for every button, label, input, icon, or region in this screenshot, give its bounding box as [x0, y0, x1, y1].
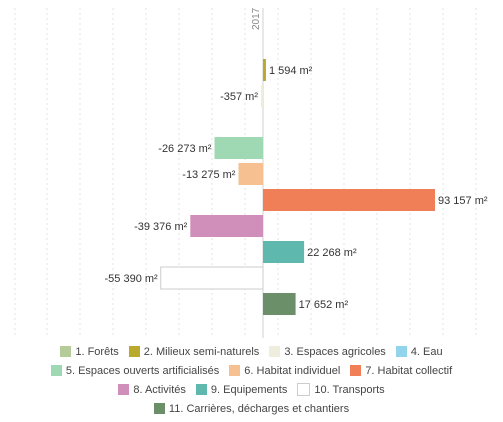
legend-swatch: [297, 383, 311, 396]
data-label-3: -357 m²: [220, 91, 258, 103]
data-label-9: 22 268 m²: [307, 247, 357, 259]
legend-row: 11. Carrières, décharges et chantiers: [0, 399, 503, 418]
bar-8[interactable]: [190, 215, 263, 237]
data-label-7: 93 157 m²: [438, 195, 488, 207]
legend-label: 7. Habitat collectif: [365, 364, 453, 377]
legend-label: 1. Forêts: [75, 345, 119, 358]
legend-item-11[interactable]: 11. Carrières, décharges et chantiers: [153, 402, 350, 415]
legend-swatch: [118, 384, 130, 395]
legend-item-4[interactable]: 4. Eau: [395, 345, 443, 358]
bar-11[interactable]: [263, 293, 296, 315]
legend-label: 6. Habitat individuel: [244, 364, 341, 377]
legend-swatch: [128, 346, 140, 357]
chart-legend: 1. Forêts 2. Milieux semi-naturels 3. Espa…: [0, 342, 503, 418]
legend-label: 10. Transports: [314, 383, 385, 396]
legend-row: 1. Forêts 2. Milieux semi-naturels 3. Espa…: [0, 342, 503, 361]
bar-3[interactable]: [261, 85, 263, 107]
legend-item-1[interactable]: 1. Forêts: [60, 345, 119, 358]
legend-swatch: [195, 384, 207, 395]
legend-row: 5. Espaces ouverts artificialisés 6. Habi…: [0, 361, 503, 380]
data-label-5: -26 273 m²: [158, 143, 212, 155]
legend-swatch: [229, 365, 241, 376]
bar-2[interactable]: [263, 59, 266, 81]
legend-label: 2. Milieux semi-naturels: [143, 345, 260, 358]
legend-item-9[interactable]: 9. Equipements: [195, 383, 288, 396]
data-label-6: -13 275 m²: [182, 169, 236, 181]
bar-chart: 2017 1 594 m² -357 m² -26 273 m² -13 275 m² 9…: [14, 7, 488, 338]
legend-item-3[interactable]: 3. Espaces agricoles: [269, 346, 386, 358]
legend-label: 3. Espaces agricoles: [284, 345, 386, 358]
legend-swatch: [350, 365, 362, 376]
legend-swatch: [395, 346, 407, 357]
bar-9[interactable]: [263, 241, 305, 263]
bar-10[interactable]: [160, 266, 264, 290]
legend-swatch: [153, 403, 165, 414]
bar-6[interactable]: [238, 163, 263, 185]
legend-swatch: [50, 365, 62, 376]
legend-item-5[interactable]: 5. Espaces ouverts artificialisés: [50, 364, 220, 377]
legend-item-2[interactable]: 2. Milieux semi-naturels: [128, 345, 260, 358]
data-label-2: 1 594 m²: [269, 65, 313, 77]
data-label-10: -55 390 m²: [105, 273, 159, 285]
legend-label: 11. Carrières, décharges et chantiers: [168, 402, 350, 415]
data-label-11: 17 652 m²: [299, 299, 349, 311]
legend-label: 4. Eau: [410, 345, 443, 358]
legend-item-6[interactable]: 6. Habitat individuel: [229, 365, 340, 377]
data-label-8: -39 376 m²: [134, 221, 188, 233]
legend-item-7[interactable]: 7. Habitat collectif: [350, 365, 452, 377]
legend-label: 5. Espaces ouverts artificialisés: [65, 364, 220, 377]
legend-row: 8. Activités 9. Equipements 10. Transports: [0, 380, 503, 399]
column-label: 2017: [251, 7, 262, 30]
legend-label: 8. Activités: [133, 383, 186, 396]
legend-swatch: [60, 346, 72, 357]
legend-label: 9. Equipements: [210, 383, 288, 396]
legend-item-10[interactable]: 10. Transports: [297, 383, 385, 396]
legend-item-8[interactable]: 8. Activités: [118, 384, 186, 396]
bar-5[interactable]: [214, 137, 263, 159]
legend-swatch: [269, 346, 281, 357]
bar-7[interactable]: [263, 189, 435, 211]
